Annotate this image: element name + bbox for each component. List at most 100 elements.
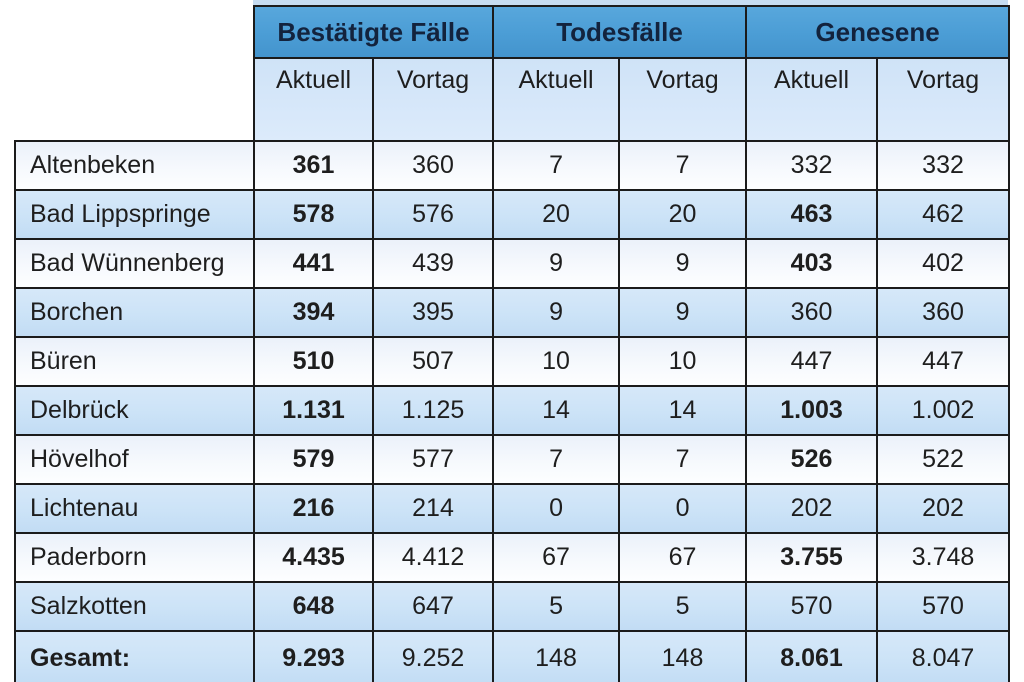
recovered-previous-value: 462 — [876, 189, 1011, 240]
confirmed-previous-value: 647 — [371, 581, 495, 632]
deaths-previous-value: 7 — [618, 140, 748, 191]
table-body: Altenbeken 361 360 7 7 332 332 Bad Lipps… — [14, 140, 1011, 682]
sub-header-row: Aktuell Vortag Aktuell Vortag Aktuell Vo… — [15, 57, 1011, 142]
confirmed-current-value: 510 — [253, 336, 374, 387]
confirmed-previous-value: 360 — [371, 140, 495, 191]
confirmed-current-value: 578 — [253, 189, 374, 240]
recovered-current-value: 332 — [745, 140, 879, 191]
recovered-previous-value: 3.748 — [876, 532, 1011, 583]
deaths-previous-value: 10 — [618, 336, 748, 387]
confirmed-previous-value: 576 — [371, 189, 495, 240]
deaths-current-value: 7 — [492, 140, 621, 191]
recovered-previous-value: 1.002 — [876, 385, 1011, 436]
column-group-recovered: Genesene — [745, 5, 1011, 59]
municipality-name: Hövelhof — [14, 434, 255, 485]
municipality-name: Altenbeken — [14, 140, 255, 191]
subheader-recovered-previous: Vortag — [876, 57, 1011, 142]
recovered-current-value: 463 — [745, 189, 879, 240]
recovered-previous-value: 570 — [876, 581, 1011, 632]
column-group-confirmed-cases: Bestätigte Fälle — [252, 5, 495, 59]
table-row: Gesamt: 9.293 9.252 148 148 8.061 8.047 — [14, 630, 1011, 682]
table-row: Lichtenau 216 214 0 0 202 202 — [14, 483, 1011, 534]
confirmed-current-value: 9.293 — [253, 630, 374, 682]
confirmed-previous-value: 1.125 — [371, 385, 495, 436]
confirmed-previous-value: 439 — [371, 238, 495, 289]
deaths-previous-value: 9 — [618, 287, 748, 338]
recovered-previous-value: 447 — [876, 336, 1011, 387]
recovered-previous-value: 8.047 — [876, 630, 1011, 682]
recovered-previous-value: 202 — [876, 483, 1011, 534]
confirmed-current-value: 394 — [253, 287, 374, 338]
subheader-deaths-current: Aktuell — [492, 57, 621, 142]
municipality-name: Büren — [14, 336, 255, 387]
recovered-current-value: 3.755 — [745, 532, 879, 583]
municipality-name: Salzkotten — [14, 581, 255, 632]
confirmed-current-value: 579 — [253, 434, 374, 485]
deaths-current-value: 9 — [492, 287, 621, 338]
recovered-previous-value: 332 — [876, 140, 1011, 191]
confirmed-previous-value: 395 — [371, 287, 495, 338]
subheader-deaths-previous: Vortag — [618, 57, 748, 142]
confirmed-current-value: 441 — [253, 238, 374, 289]
municipality-name: Borchen — [14, 287, 255, 338]
deaths-current-value: 7 — [492, 434, 621, 485]
deaths-current-value: 9 — [492, 238, 621, 289]
municipality-name: Bad Wünnenberg — [14, 238, 255, 289]
confirmed-current-value: 216 — [253, 483, 374, 534]
municipality-name: Lichtenau — [14, 483, 255, 534]
recovered-current-value: 8.061 — [745, 630, 879, 682]
confirmed-current-value: 4.435 — [253, 532, 374, 583]
municipality-name: Bad Lippspringe — [14, 189, 255, 240]
table-row: Delbrück 1.131 1.125 14 14 1.003 1.002 — [14, 385, 1011, 436]
deaths-previous-value: 0 — [618, 483, 748, 534]
table-row: Paderborn 4.435 4.412 67 67 3.755 3.748 — [14, 532, 1011, 583]
recovered-current-value: 1.003 — [745, 385, 879, 436]
empty-corner-cell — [15, 6, 254, 141]
table-row: Bad Wünnenberg 441 439 9 9 403 402 — [14, 238, 1011, 289]
recovered-previous-value: 402 — [876, 238, 1011, 289]
subheader-recovered-current: Aktuell — [745, 57, 879, 142]
recovered-current-value: 360 — [745, 287, 879, 338]
municipality-name: Paderborn — [14, 532, 255, 583]
deaths-current-value: 14 — [492, 385, 621, 436]
recovered-current-value: 526 — [745, 434, 879, 485]
cropped-row-above — [253, 0, 1008, 5]
deaths-previous-value: 5 — [618, 581, 748, 632]
subheader-confirmed-previous: Vortag — [371, 57, 495, 142]
confirmed-current-value: 648 — [253, 581, 374, 632]
table-row: Borchen 394 395 9 9 360 360 — [14, 287, 1011, 338]
municipality-name: Gesamt: — [14, 630, 255, 682]
deaths-previous-value: 9 — [618, 238, 748, 289]
recovered-previous-value: 360 — [876, 287, 1011, 338]
recovered-current-value: 403 — [745, 238, 879, 289]
deaths-previous-value: 14 — [618, 385, 748, 436]
deaths-current-value: 148 — [492, 630, 621, 682]
table-row: Bad Lippspringe 578 576 20 20 463 462 — [14, 189, 1011, 240]
confirmed-previous-value: 577 — [371, 434, 495, 485]
deaths-current-value: 67 — [492, 532, 621, 583]
confirmed-previous-value: 4.412 — [371, 532, 495, 583]
deaths-previous-value: 67 — [618, 532, 748, 583]
confirmed-current-value: 361 — [253, 140, 374, 191]
deaths-previous-value: 7 — [618, 434, 748, 485]
deaths-current-value: 20 — [492, 189, 621, 240]
recovered-current-value: 447 — [745, 336, 879, 387]
deaths-current-value: 5 — [492, 581, 621, 632]
deaths-current-value: 10 — [492, 336, 621, 387]
recovered-current-value: 202 — [745, 483, 879, 534]
column-group-deaths: Todesfälle — [492, 5, 748, 59]
municipality-name: Delbrück — [14, 385, 255, 436]
deaths-previous-value: 20 — [618, 189, 748, 240]
group-header-row: Bestätigte Fälle Todesfälle Genesene — [15, 5, 1011, 141]
table-row: Altenbeken 361 360 7 7 332 332 — [14, 140, 1011, 191]
recovered-current-value: 570 — [745, 581, 879, 632]
confirmed-previous-value: 214 — [371, 483, 495, 534]
confirmed-current-value: 1.131 — [253, 385, 374, 436]
deaths-current-value: 0 — [492, 483, 621, 534]
confirmed-previous-value: 507 — [371, 336, 495, 387]
table-row: Salzkotten 648 647 5 5 570 570 — [14, 581, 1011, 632]
subheader-confirmed-current: Aktuell — [253, 57, 374, 142]
confirmed-previous-value: 9.252 — [371, 630, 495, 682]
table-row: Hövelhof 579 577 7 7 526 522 — [14, 434, 1011, 485]
